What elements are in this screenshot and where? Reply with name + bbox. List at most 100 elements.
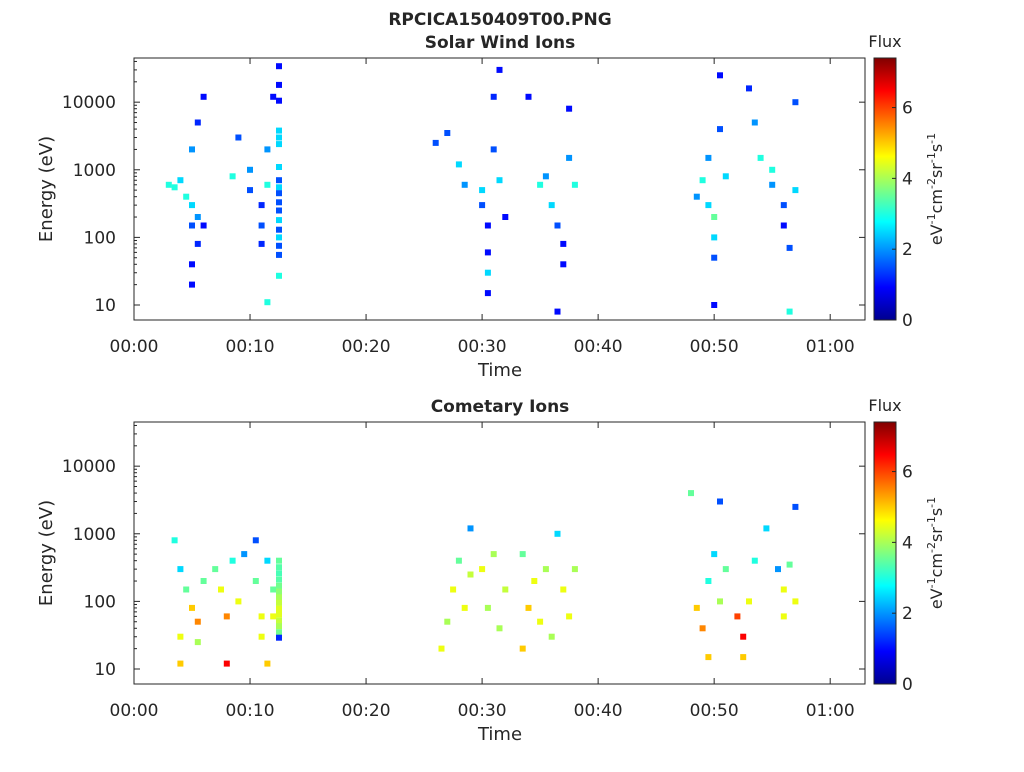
figure-title: RPCICA150409T00.PNG xyxy=(388,10,611,30)
flux-cell xyxy=(229,173,236,180)
flux-cell xyxy=(276,588,282,595)
flux-cell xyxy=(276,594,282,601)
flux-cell xyxy=(786,308,793,315)
flux-cell xyxy=(792,99,799,106)
flux-cell xyxy=(496,625,503,632)
flux-cell xyxy=(276,63,282,70)
flux-cell xyxy=(276,605,282,612)
flux-cell xyxy=(189,261,195,268)
colorbar xyxy=(873,421,897,685)
flux-cell xyxy=(554,222,561,229)
colorbar-unit: eV-1cm-2sr-1s-1 xyxy=(925,133,946,245)
y-axis-label: Energy (eV) xyxy=(36,136,57,242)
flux-cell xyxy=(258,202,265,209)
flux-cell xyxy=(490,551,497,558)
flux-cell xyxy=(177,566,184,573)
flux-cell xyxy=(200,578,207,584)
x-tick-label: 01:00 xyxy=(806,701,855,721)
flux-cell xyxy=(705,578,712,584)
y-tick-label: 100 xyxy=(84,228,116,248)
flux-cell xyxy=(763,525,770,532)
flux-cell xyxy=(455,557,462,564)
flux-cell xyxy=(467,525,474,532)
flux-cell xyxy=(189,604,195,611)
flux-cell xyxy=(479,187,486,194)
flux-cell xyxy=(183,193,190,200)
flux-cell xyxy=(235,134,242,141)
flux-cell xyxy=(479,202,486,209)
flux-cell xyxy=(276,184,282,191)
flux-cell xyxy=(722,173,729,180)
flux-cell xyxy=(780,613,787,620)
flux-cell xyxy=(223,660,230,667)
x-tick-label: 00:10 xyxy=(226,337,275,357)
flux-cell xyxy=(276,199,282,206)
flux-cell xyxy=(194,240,201,247)
flux-cell xyxy=(722,566,729,573)
flux-cell xyxy=(212,566,219,573)
plot-frame xyxy=(133,57,866,321)
flux-cell xyxy=(711,214,718,220)
flux-cell xyxy=(276,234,282,241)
flux-cell xyxy=(705,654,712,661)
x-tick-label: 00:20 xyxy=(342,701,391,721)
flux-cell xyxy=(571,566,578,573)
flux-cell xyxy=(183,586,190,593)
flux-cell xyxy=(537,181,544,188)
flux-cell xyxy=(496,177,503,184)
y-tick-label: 100 xyxy=(84,592,116,612)
flux-cell xyxy=(276,629,282,636)
flux-cell xyxy=(484,249,491,256)
colorbar-tick-labels: 0 2 4 6 xyxy=(892,99,913,331)
flux-cell xyxy=(560,261,567,268)
flux-cell xyxy=(171,537,178,544)
flux-cell xyxy=(241,551,248,558)
flux-cell xyxy=(705,202,712,209)
flux-cell xyxy=(525,604,532,611)
flux-cell xyxy=(548,633,555,640)
flux-cell xyxy=(519,551,526,558)
flux-cell xyxy=(711,551,718,558)
flux-cell xyxy=(786,244,793,251)
flux-cell xyxy=(252,578,259,584)
flux-cell xyxy=(189,281,195,288)
flux-cell xyxy=(438,645,445,652)
flux-cell xyxy=(276,134,282,141)
flux-cell xyxy=(566,105,573,112)
flux-cell xyxy=(734,613,741,620)
colorbar-tick-label: 4 xyxy=(902,169,913,189)
flux-cell xyxy=(560,586,567,593)
flux-cell xyxy=(218,586,224,593)
flux-cell xyxy=(531,578,538,584)
flux-cell xyxy=(252,537,259,544)
flux-cell xyxy=(264,660,271,667)
flux-cell xyxy=(194,214,201,220)
flux-cell xyxy=(757,154,764,161)
flux-cell xyxy=(444,618,451,625)
flux-cell xyxy=(502,586,509,593)
x-axis-label: Time xyxy=(477,724,522,745)
flux-cell xyxy=(276,623,282,630)
x-tick-label: 00:40 xyxy=(574,701,623,721)
flux-cell xyxy=(276,634,282,641)
flux-cell xyxy=(258,240,265,247)
flux-cell xyxy=(276,251,282,258)
flux-cell xyxy=(751,557,758,564)
flux-cell xyxy=(711,234,718,241)
flux-cell xyxy=(194,639,201,646)
flux-cell xyxy=(276,81,282,88)
y-tick-label: 1000 xyxy=(73,161,116,181)
flux-cell xyxy=(484,290,491,297)
panel-title: Cometary Ions xyxy=(431,397,570,417)
flux-cell xyxy=(258,613,265,620)
flux-cell xyxy=(270,586,277,593)
y-tick-label: 1000 xyxy=(73,525,116,545)
flux-cell xyxy=(177,177,184,184)
flux-cell xyxy=(699,177,706,184)
flux-cell xyxy=(746,598,752,605)
flux-cell xyxy=(276,97,282,104)
flux-cell xyxy=(276,617,282,624)
x-tick-label: 00:40 xyxy=(574,337,623,357)
panel-title: Solar Wind Ions xyxy=(425,33,576,53)
